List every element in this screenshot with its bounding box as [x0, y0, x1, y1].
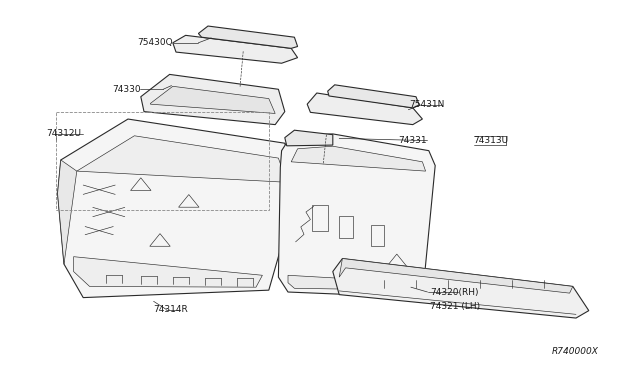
Polygon shape [198, 26, 298, 48]
Circle shape [186, 224, 191, 227]
Polygon shape [328, 85, 419, 108]
Polygon shape [141, 74, 285, 125]
Polygon shape [278, 134, 435, 298]
Text: 74312U: 74312U [46, 129, 81, 138]
Circle shape [349, 286, 355, 289]
Polygon shape [58, 160, 77, 264]
Text: 74330: 74330 [112, 85, 141, 94]
Text: 74331: 74331 [398, 136, 427, 145]
Polygon shape [339, 259, 573, 293]
Polygon shape [285, 130, 333, 146]
Circle shape [557, 307, 563, 311]
Polygon shape [288, 275, 417, 290]
Text: 74313U: 74313U [474, 136, 509, 145]
Text: 74320(RH): 74320(RH) [430, 288, 479, 296]
Polygon shape [150, 86, 275, 113]
Text: 75430Q: 75430Q [138, 38, 173, 47]
Polygon shape [307, 93, 422, 125]
Polygon shape [333, 259, 589, 318]
Circle shape [368, 288, 374, 291]
Polygon shape [58, 119, 294, 298]
Polygon shape [77, 136, 287, 182]
Text: R740000X: R740000X [552, 347, 598, 356]
Circle shape [145, 166, 150, 169]
Text: 74321 (LH): 74321 (LH) [430, 302, 480, 311]
Text: 75431N: 75431N [410, 100, 445, 109]
Polygon shape [291, 146, 426, 171]
Circle shape [541, 305, 547, 309]
Polygon shape [74, 257, 262, 287]
Polygon shape [173, 35, 298, 63]
Text: 74314R: 74314R [154, 305, 188, 314]
